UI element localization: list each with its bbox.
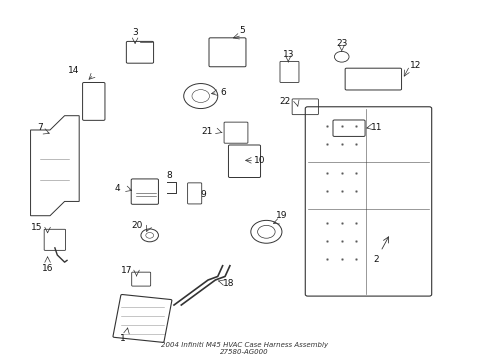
Text: 4: 4: [115, 184, 120, 193]
Text: 19: 19: [276, 211, 287, 220]
Text: 20: 20: [131, 221, 142, 230]
Text: 9: 9: [201, 190, 206, 199]
Text: 1: 1: [120, 334, 125, 343]
Text: 14: 14: [68, 66, 79, 75]
Text: 17: 17: [121, 266, 132, 275]
Text: 22: 22: [279, 97, 290, 106]
Text: 7: 7: [38, 123, 43, 132]
Text: 6: 6: [220, 88, 225, 97]
Text: 3: 3: [132, 28, 138, 37]
Text: 21: 21: [201, 127, 212, 136]
Text: 13: 13: [282, 50, 293, 59]
Text: 2: 2: [372, 255, 378, 264]
Text: 18: 18: [222, 279, 234, 288]
Text: 15: 15: [31, 223, 42, 232]
Text: 12: 12: [409, 61, 420, 70]
Text: 10: 10: [254, 156, 265, 165]
Text: 11: 11: [370, 123, 382, 132]
Text: 8: 8: [166, 171, 172, 180]
Text: 23: 23: [335, 39, 346, 48]
Text: 5: 5: [239, 26, 244, 35]
Text: 16: 16: [42, 264, 53, 273]
Text: 2004 Infiniti M45 HVAC Case Harness Assembly
27580-AG000: 2004 Infiniti M45 HVAC Case Harness Asse…: [161, 342, 327, 355]
